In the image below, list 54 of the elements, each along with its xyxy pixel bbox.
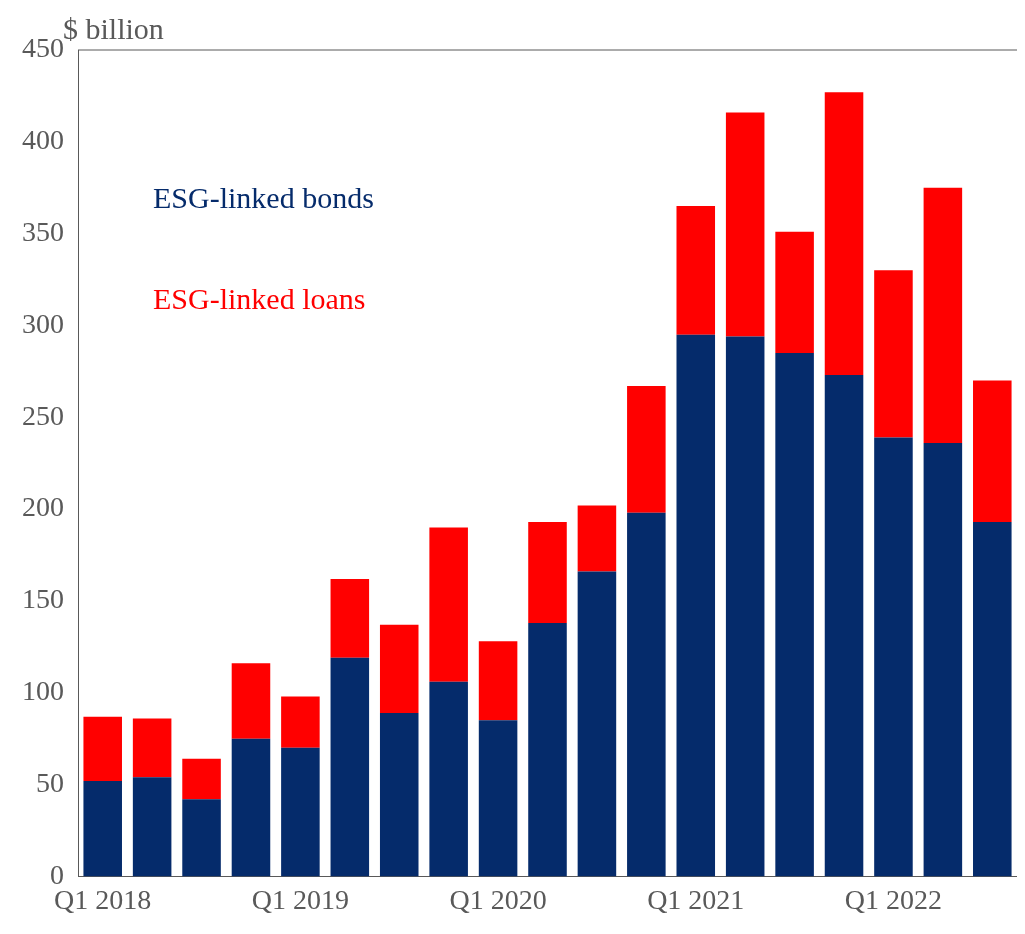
bar bbox=[923, 187, 963, 443]
bar bbox=[132, 718, 172, 778]
bar bbox=[725, 112, 765, 337]
bar bbox=[478, 720, 518, 877]
bar bbox=[577, 505, 617, 572]
bar bbox=[379, 712, 419, 877]
bar bbox=[132, 777, 172, 877]
bar bbox=[281, 747, 320, 877]
bar bbox=[973, 521, 1012, 877]
y-tick-label: 50 bbox=[36, 766, 64, 798]
bar bbox=[281, 696, 320, 748]
y-tick-label: 200 bbox=[22, 491, 64, 523]
bar bbox=[923, 443, 963, 877]
bar bbox=[824, 92, 864, 376]
text: ESG-linked bonds bbox=[153, 180, 374, 214]
bar bbox=[627, 386, 666, 513]
bar bbox=[775, 353, 814, 877]
bar bbox=[182, 758, 221, 800]
y-tick-label: 100 bbox=[22, 675, 64, 707]
bar bbox=[577, 571, 617, 877]
bar bbox=[676, 334, 716, 877]
bar bbox=[231, 663, 271, 739]
bar bbox=[231, 738, 271, 877]
bar bbox=[775, 231, 814, 354]
bar bbox=[874, 437, 913, 877]
y-tick-label: 250 bbox=[22, 399, 64, 431]
bar bbox=[478, 641, 518, 721]
bar bbox=[330, 578, 370, 658]
y-axis-title: $ billion bbox=[63, 11, 164, 45]
bar bbox=[676, 206, 716, 335]
bar bbox=[725, 336, 765, 877]
y-tick-label: 350 bbox=[22, 216, 64, 247]
bar bbox=[528, 622, 567, 877]
y-tick-label: 450 bbox=[22, 32, 64, 64]
y-tick-label: 400 bbox=[22, 124, 64, 156]
text: ESG-linked loans bbox=[153, 281, 366, 315]
y-tick-label: 150 bbox=[22, 583, 64, 615]
bar bbox=[973, 380, 1012, 522]
bar bbox=[528, 521, 567, 623]
x-tick-label: Q1 2020 bbox=[449, 883, 547, 915]
x-tick-label: Q1 2022 bbox=[844, 883, 943, 915]
bar bbox=[83, 716, 122, 781]
bar bbox=[429, 527, 468, 682]
x-tick-label: Q1 2021 bbox=[647, 883, 745, 915]
bar bbox=[330, 657, 370, 877]
y-tick-label: 300 bbox=[22, 307, 64, 339]
bar bbox=[182, 799, 221, 877]
bar bbox=[874, 270, 913, 438]
x-tick-label: Q1 2019 bbox=[251, 883, 350, 915]
bar bbox=[379, 624, 419, 713]
bar bbox=[627, 512, 666, 877]
bar bbox=[824, 375, 864, 877]
bar bbox=[83, 780, 122, 877]
bar bbox=[429, 681, 468, 877]
